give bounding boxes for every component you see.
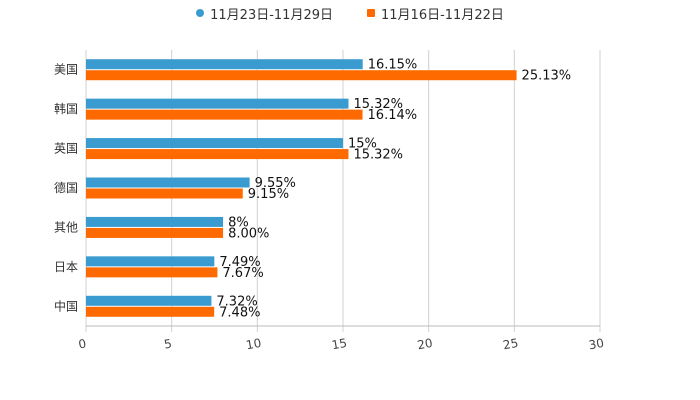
bar-series-2 [86,188,243,199]
data-label-series-2: 9.15% [248,187,289,202]
y-category-label: 韩国 [54,101,78,116]
x-tick-label: 5 [163,337,173,352]
data-label-series-2: 25.13% [522,69,572,84]
bar-series-1 [86,98,349,109]
x-tick-label: 25 [502,336,519,352]
data-label-series-2: 8.00% [228,226,269,241]
data-label-series-1: 15% [348,137,377,152]
bar-series-2 [86,227,224,238]
x-tick-label: 0 [77,337,87,352]
bar-series-2 [86,109,363,120]
data-label-series-1: 16.15% [368,58,418,73]
legend-item-series-2[interactable]: 11月16日-11月22日 [367,4,504,23]
y-category-label: 德国 [54,180,78,195]
legend-item-series-1[interactable]: 11月23日-11月29日 [196,4,333,23]
data-label-series-2: 16.14% [368,108,418,123]
data-label-series-2: 7.67% [222,266,263,281]
bar-series-1 [86,59,363,70]
x-tick-label: 15 [331,336,348,352]
bar-series-2 [86,267,218,278]
bar-series-2 [86,70,517,81]
data-label-series-2: 7.48% [219,305,260,320]
data-label-series-1: 15.32% [353,97,403,112]
x-tick-label: 20 [416,336,433,352]
data-label-series-1: 7.32% [216,294,257,309]
legend-label-series-1: 11月23日-11月29日 [210,7,333,23]
data-label-series-1: 9.55% [255,176,296,191]
bar-series-2 [86,149,349,160]
y-category-label: 其他 [54,220,78,234]
bar-series-1 [86,295,212,306]
y-category-label: 英国 [54,142,78,156]
legend-label-series-2: 11月16日-11月22日 [381,7,504,23]
bar-series-2 [86,306,215,317]
x-tick-label: 10 [245,336,262,352]
legend-marker-series-2 [367,9,375,17]
chart-legend: 11月23日-11月29日 11月16日-11月22日 [0,4,700,23]
bar-series-1 [86,256,215,267]
y-category-label: 中国 [54,298,78,313]
y-category-label: 美国 [54,63,78,77]
bar-series-1 [86,216,224,227]
y-category-label: 日本 [54,260,78,274]
data-label-series-1: 8% [228,215,249,230]
data-label-series-1: 7.49% [219,255,260,270]
data-label-series-2: 15.32% [353,148,403,163]
x-tick-label: 30 [588,336,605,352]
bar-series-1 [86,177,250,188]
legend-marker-series-1 [196,9,205,17]
bar-series-1 [86,138,343,149]
